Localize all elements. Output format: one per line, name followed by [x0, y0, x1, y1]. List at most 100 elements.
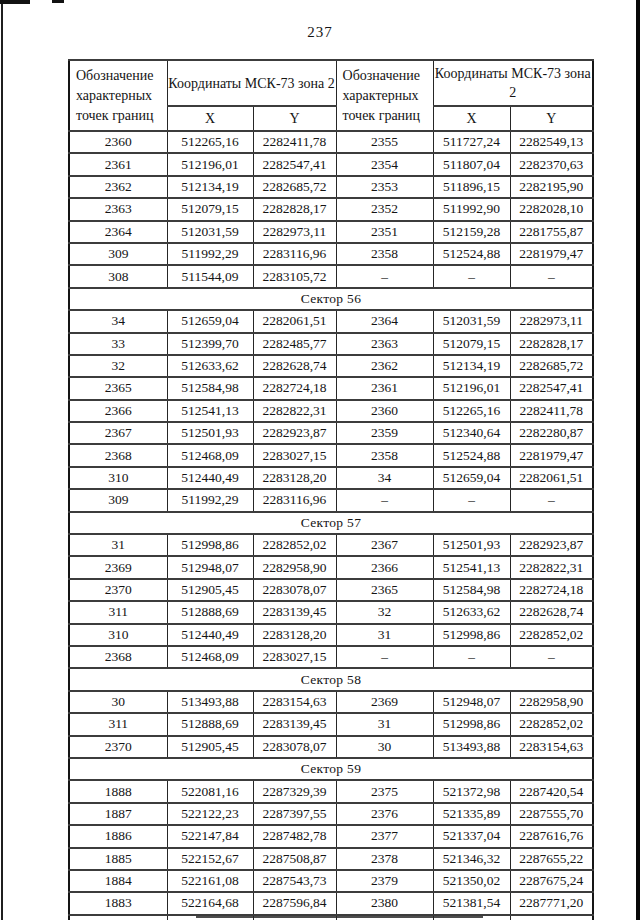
- coord-y-right: 2287420,54: [510, 780, 593, 802]
- section-row: Сектор 59: [69, 758, 593, 780]
- table-row: 310512440,492283128,2031512998,862282852…: [69, 624, 593, 646]
- point-id-right: 2365: [336, 579, 433, 601]
- point-id-right: 2378: [336, 848, 433, 870]
- point-id-left: 1882: [69, 915, 167, 920]
- coord-x-right: 512948,07: [433, 691, 510, 713]
- coord-y-right: 2287555,70: [510, 803, 593, 825]
- coord-y-right: 2281979,47: [510, 444, 593, 466]
- point-id-right: 31: [336, 713, 433, 735]
- coord-x-right: 512134,19: [433, 355, 510, 377]
- coord-x-left: 512584,98: [167, 377, 253, 399]
- table-row: 308511544,092283105,72–––: [69, 265, 593, 287]
- point-id-right: 2359: [336, 422, 433, 444]
- point-id-right: 2369: [336, 691, 433, 713]
- table-row: 2360512265,162282411,782355511727,242282…: [69, 131, 593, 153]
- coord-y-left: 2283078,07: [253, 736, 336, 758]
- coord-x-right: 521335,89: [433, 803, 510, 825]
- scan-right-edge-bar: [636, 0, 640, 920]
- coord-x-right: 511896,15: [433, 176, 510, 198]
- coord-y-right: 2282828,17: [510, 333, 593, 355]
- table-row: 2364512031,592282973,112351512159,282281…: [69, 221, 593, 243]
- table-row: 2362512134,192282685,722353511896,152282…: [69, 176, 593, 198]
- table-row: 2363512079,152282828,172352511992,902282…: [69, 198, 593, 220]
- table-row: 1887522122,232287397,552376521335,892287…: [69, 803, 593, 825]
- coord-x-left: 512079,15: [167, 198, 253, 220]
- point-id-right: 2377: [336, 825, 433, 847]
- point-id-right: –: [336, 489, 433, 511]
- table-row: 311512888,692283139,4532512633,622282628…: [69, 601, 593, 623]
- scan-top-mark: [0, 0, 30, 4]
- coord-y-left: 2282958,90: [253, 556, 336, 578]
- coord-y-left: 2282547,41: [253, 153, 336, 175]
- coord-y-right: 2282852,02: [510, 624, 593, 646]
- point-id-right: 2358: [336, 444, 433, 466]
- coord-x-right: –: [433, 646, 510, 668]
- coord-y-right: 2287771,20: [510, 892, 593, 914]
- point-id-right: 2360: [336, 400, 433, 422]
- point-id-left: 2366: [69, 400, 167, 422]
- point-id-left: 309: [69, 243, 167, 265]
- coord-y-right: –: [510, 265, 593, 287]
- section-title: Сектор 56: [69, 288, 593, 310]
- table-row: 2368512468,092283027,15–––: [69, 646, 593, 668]
- coord-y-right: 2282547,41: [510, 377, 593, 399]
- coord-x-left: 513493,88: [167, 691, 253, 713]
- coord-y-left: 2283128,20: [253, 467, 336, 489]
- table-row: 2365512584,982282724,182361512196,012282…: [69, 377, 593, 399]
- coord-y-left: 2282852,02: [253, 534, 336, 556]
- table-row: 2368512468,092283027,152358512524,882281…: [69, 444, 593, 466]
- point-id-right: 2354: [336, 153, 433, 175]
- coord-x-right: 521381,54: [433, 892, 510, 914]
- point-id-right: 2364: [336, 310, 433, 332]
- coord-y-right: 2282685,72: [510, 355, 593, 377]
- point-id-left: 2363: [69, 198, 167, 220]
- coord-y-right: 2282028,10: [510, 198, 593, 220]
- table-row: 311512888,692283139,4531512998,862282852…: [69, 713, 593, 735]
- table-row: 310512440,492283128,2034512659,042282061…: [69, 467, 593, 489]
- coord-x-right: –: [433, 489, 510, 511]
- coord-y-right: 2282724,18: [510, 579, 593, 601]
- point-id-left: 2369: [69, 556, 167, 578]
- coord-x-left: 522164,68: [167, 892, 253, 914]
- coord-x-right: 512524,88: [433, 243, 510, 265]
- coord-y-right: 2281755,87: [510, 221, 593, 243]
- table-row: 31512998,862282852,022367512501,93228292…: [69, 534, 593, 556]
- coord-x-left: 522152,67: [167, 848, 253, 870]
- coord-y-right: 2282061,51: [510, 467, 593, 489]
- coord-y-right: 2282549,13: [510, 131, 593, 153]
- coord-x-right: 521350,02: [433, 870, 510, 892]
- point-id-right: 2352: [336, 198, 433, 220]
- point-id-left: 32: [69, 355, 167, 377]
- coord-x-left: 522158,43: [167, 915, 253, 920]
- table-row: 32512633,622282628,742362512134,19228268…: [69, 355, 593, 377]
- coord-x-left: 512501,93: [167, 422, 253, 444]
- coord-y-right: 2287616,76: [510, 825, 593, 847]
- table-row: 34512659,042282061,512364512031,59228297…: [69, 310, 593, 332]
- point-id-right: 2380: [336, 892, 433, 914]
- coord-x-right: 511727,24: [433, 131, 510, 153]
- point-id-left: 31: [69, 534, 167, 556]
- coord-x-right: 511807,04: [433, 153, 510, 175]
- point-id-right: 2376: [336, 803, 433, 825]
- point-id-left: 2367: [69, 422, 167, 444]
- col-header-designation-left: Обозначение характерных точек границ: [69, 60, 167, 131]
- coord-x-left: 511992,29: [167, 243, 253, 265]
- point-id-left: 2368: [69, 444, 167, 466]
- col-header-y-left: Y: [253, 106, 336, 131]
- page-number: 237: [0, 24, 640, 41]
- coord-x-left: 511544,09: [167, 265, 253, 287]
- coord-x-left: 522122,23: [167, 803, 253, 825]
- document-page: 237 Обозначение характерных точек границ…: [0, 0, 640, 920]
- coord-x-left: 512468,09: [167, 646, 253, 668]
- section-row: Сектор 57: [69, 512, 593, 534]
- coord-y-left: 2287543,73: [253, 870, 336, 892]
- coord-x-left: 522081,16: [167, 780, 253, 802]
- coord-y-left: 2283105,72: [253, 265, 336, 287]
- point-id-left: 2365: [69, 377, 167, 399]
- table-header: Обозначение характерных точек границ Коо…: [69, 60, 593, 131]
- point-id-left: 1888: [69, 780, 167, 802]
- coord-y-left: 2283027,15: [253, 444, 336, 466]
- point-id-right: 2361: [336, 377, 433, 399]
- coord-x-right: 512196,01: [433, 377, 510, 399]
- coord-x-left: 512905,45: [167, 736, 253, 758]
